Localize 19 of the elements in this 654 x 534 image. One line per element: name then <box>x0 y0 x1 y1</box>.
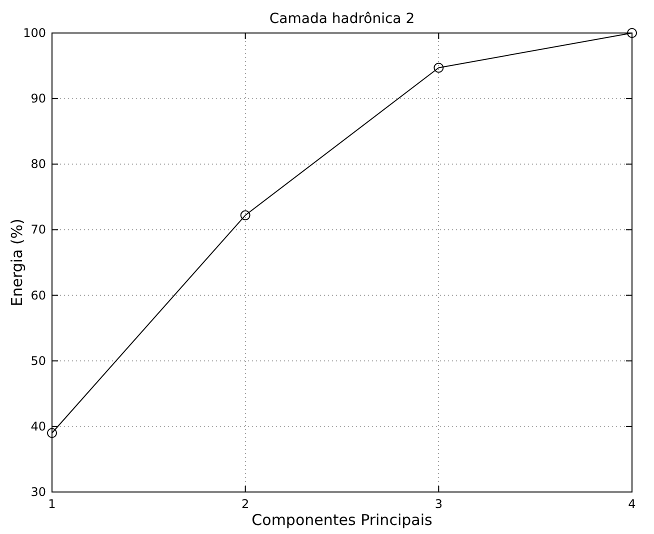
y-tick-label: 50 <box>30 354 46 368</box>
chart-title: Camada hadrônica 2 <box>269 11 415 27</box>
point <box>627 28 637 38</box>
x-tick-label: 2 <box>242 497 250 511</box>
y-tick-label: 40 <box>30 419 46 434</box>
x-tick-label: 3 <box>434 497 442 511</box>
y-tick-label: 70 <box>30 222 46 237</box>
y-tick-label: 90 <box>30 92 46 106</box>
point <box>240 210 250 220</box>
x-axis-title: Componentes Principais <box>252 511 432 529</box>
point <box>47 428 57 438</box>
y-tick-label: 30 <box>30 485 46 499</box>
y-axis-title: Energia (%) <box>8 218 26 306</box>
y-tick-label: 100 <box>23 26 46 40</box>
point <box>434 62 444 73</box>
x-tick-label: 4 <box>628 497 636 511</box>
x-tick-label: 1 <box>48 497 56 511</box>
y-tick-label: 80 <box>30 157 46 172</box>
y-tick-label: 60 <box>30 288 46 302</box>
